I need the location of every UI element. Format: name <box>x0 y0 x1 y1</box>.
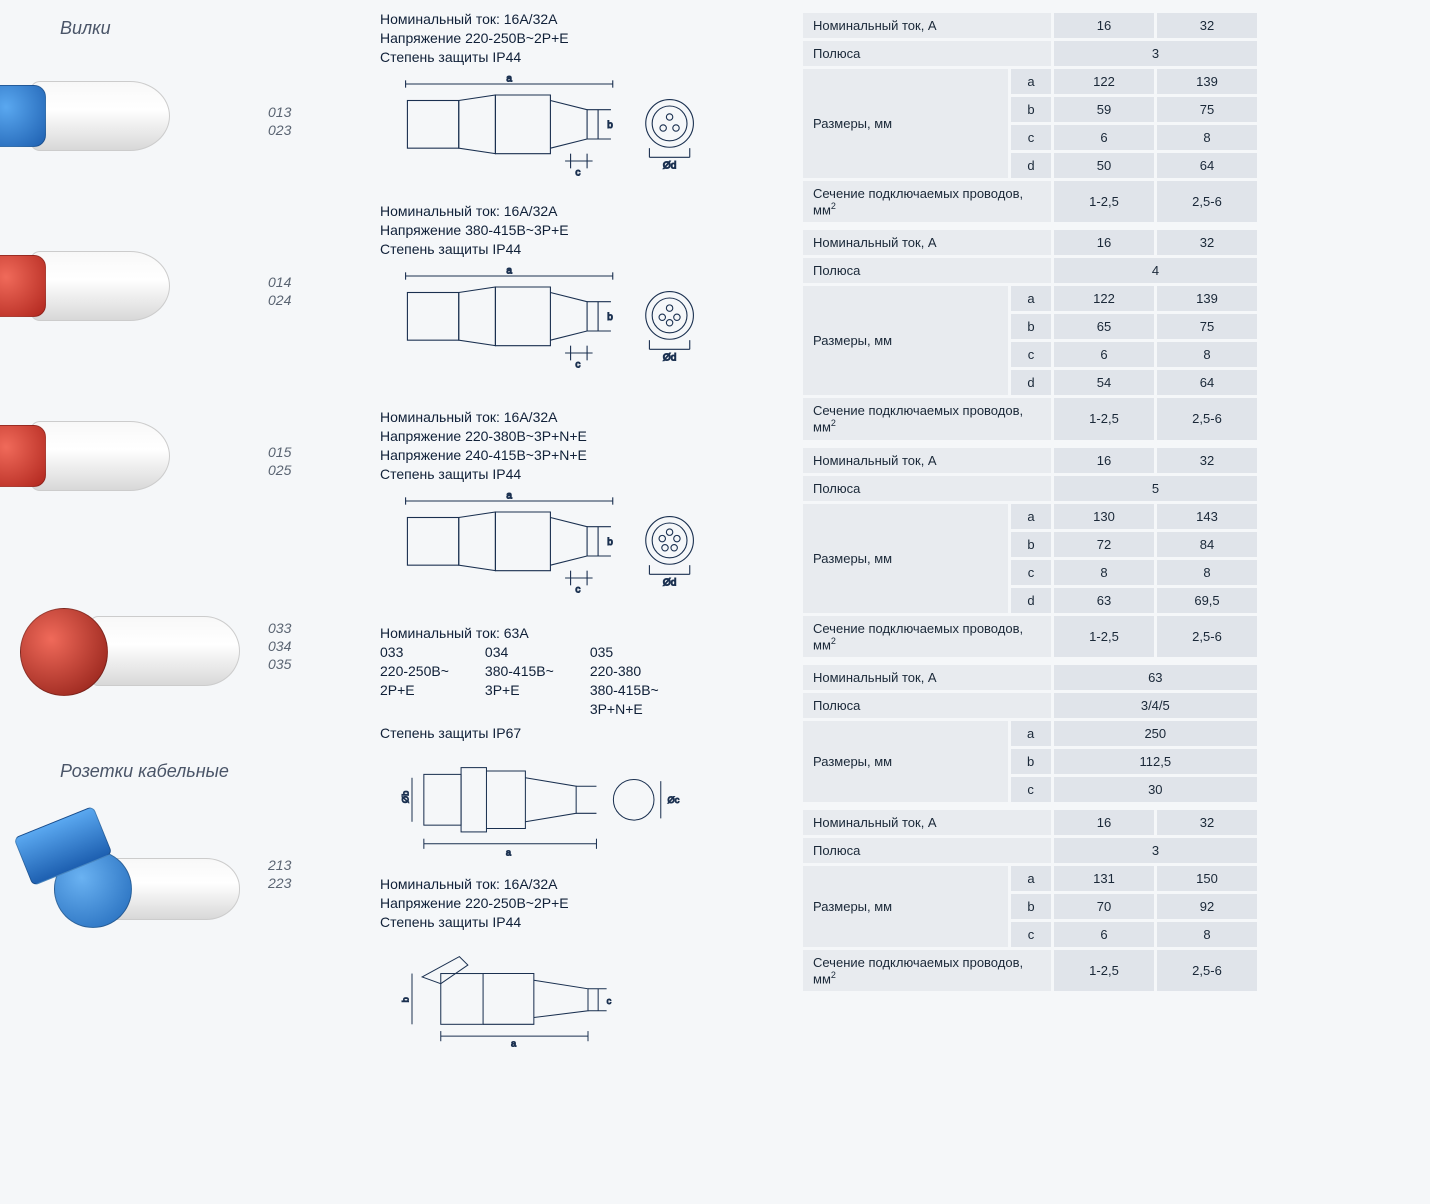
spec-line: Номинальный ток: 16А/32А <box>380 875 780 894</box>
technical-diagram: a b c Ød <box>380 265 730 375</box>
svg-text:a: a <box>511 1038 517 1048</box>
svg-text:a: a <box>506 73 512 84</box>
technical-diagram: a b c Ød <box>380 73 730 183</box>
spec-line: Номинальный ток: 16А/32А <box>380 10 780 29</box>
product-codes: 015025 <box>268 443 291 479</box>
middle-column: Номинальный ток: 16А/32АНапряжение 220-2… <box>380 10 780 1071</box>
section-title-plugs: Вилки <box>60 18 360 39</box>
svg-text:a: a <box>506 848 512 858</box>
spec-block: Номинальный ток: 16А/32АНапряжение 380-4… <box>380 202 780 392</box>
spec-line: Напряжение 240-415В~3P+N+E <box>380 446 780 465</box>
page: Вилки 013023 014024 015025 033034035 Розетки… <box>20 10 1410 1071</box>
svg-text:b: b <box>607 312 613 323</box>
left-column: Вилки 013023 014024 015025 033034035 Розетки… <box>20 10 360 1071</box>
spec-line: Номинальный ток: 16А/32А <box>380 408 780 427</box>
spec-table: Номинальный ток, А1632Полюса4Размеры, мм… <box>800 227 1260 442</box>
svg-text:a: a <box>506 490 512 501</box>
technical-diagram: a b c Ød <box>380 490 730 600</box>
svg-text:Øb: Øb <box>401 791 411 803</box>
spec-line: Степень защиты IP67 <box>380 724 780 743</box>
product-row: 013023 <box>20 51 360 191</box>
product-row: 213223 <box>20 794 360 954</box>
svg-text:Øc: Øc <box>668 795 680 805</box>
product-image <box>20 61 260 181</box>
spec-table: Номинальный ток, А63Полюса3/4/5Размеры, … <box>800 662 1260 805</box>
product-image <box>20 401 260 521</box>
product-image <box>20 231 260 351</box>
spec-block: Номинальный ток: 16А/32АНапряжение 220-2… <box>380 875 780 1055</box>
spec-variants: 033220-250В~2P+E034380-415В~3P+E035220-3… <box>380 643 780 719</box>
svg-text:c: c <box>607 996 612 1006</box>
product-codes: 213223 <box>268 856 291 892</box>
svg-text:Ød: Ød <box>663 352 676 363</box>
spec-line: Напряжение 380-415В~3P+E <box>380 221 780 240</box>
spec-block: Номинальный ток: 16А/32АНапряжение 220-3… <box>380 408 780 608</box>
spec-line: Номинальный ток: 63А <box>380 624 780 643</box>
svg-text:c: c <box>575 167 580 178</box>
product-image <box>20 814 260 934</box>
spec-line: Напряжение 220-380В~3P+N+E <box>380 427 780 446</box>
svg-text:b: b <box>607 537 613 548</box>
product-row: 033034035 <box>20 561 360 731</box>
spec-table: Номинальный ток, А1632Полюса5Размеры, мм… <box>800 445 1260 660</box>
spec-block: Номинальный ток: 63А033220-250В~2P+E0343… <box>380 624 780 859</box>
product-codes: 013023 <box>268 103 291 139</box>
spec-line: Степень защиты IP44 <box>380 913 780 932</box>
svg-text:b: b <box>607 120 613 131</box>
technical-diagram: b c a <box>380 938 730 1048</box>
svg-text:b: b <box>401 997 411 1002</box>
spec-line: Степень защиты IP44 <box>380 465 780 484</box>
right-column: Номинальный ток, А1632Полюса3Размеры, мм… <box>800 10 1260 1071</box>
spec-line: Степень защиты IP44 <box>380 240 780 259</box>
spec-line: Номинальный ток: 16А/32А <box>380 202 780 221</box>
svg-text:Ød: Ød <box>663 577 676 588</box>
svg-text:c: c <box>575 584 580 595</box>
spec-line: Степень защиты IP44 <box>380 48 780 67</box>
svg-text:Ød: Ød <box>663 160 676 171</box>
product-codes: 033034035 <box>268 619 291 674</box>
section-title-sockets: Розетки кабельные <box>60 761 360 782</box>
spec-table: Номинальный ток, А1632Полюса3Размеры, мм… <box>800 10 1260 225</box>
product-codes: 014024 <box>268 273 291 309</box>
svg-text:c: c <box>575 359 580 370</box>
svg-text:a: a <box>506 265 512 276</box>
spec-block: Номинальный ток: 16А/32АНапряжение 220-2… <box>380 10 780 186</box>
spec-line: Напряжение 220-250В~2P+E <box>380 894 780 913</box>
product-row: 014024 <box>20 221 360 361</box>
product-image <box>20 586 260 706</box>
technical-diagram: Øb Øc a <box>380 749 730 859</box>
spec-table: Номинальный ток, А1632Полюса3Размеры, мм… <box>800 807 1260 994</box>
product-row: 015025 <box>20 391 360 531</box>
spec-line: Напряжение 220-250В~2P+E <box>380 29 780 48</box>
